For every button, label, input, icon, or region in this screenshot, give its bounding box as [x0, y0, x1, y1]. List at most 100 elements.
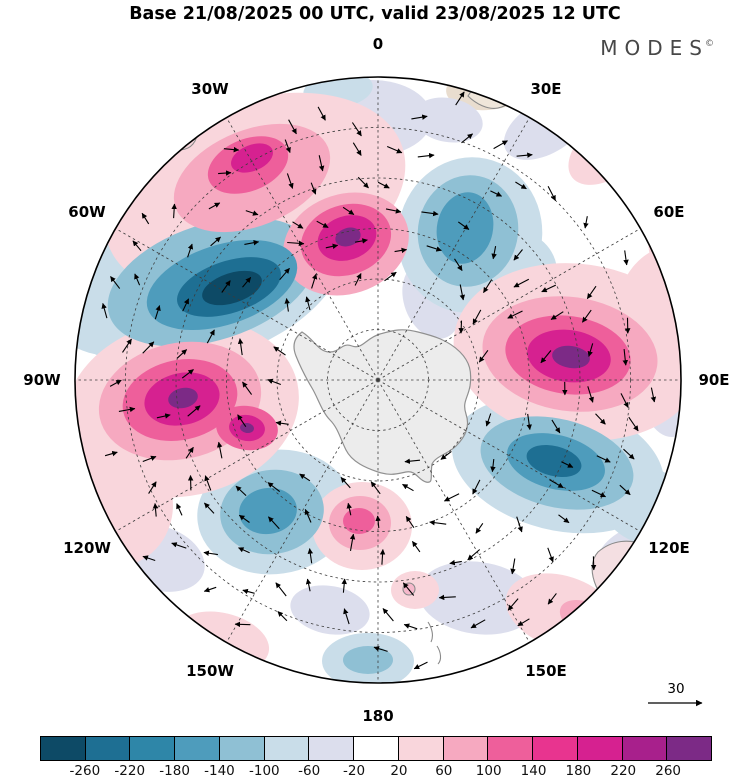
- colorbar-tick: 260: [655, 763, 682, 779]
- wind-arrow: [142, 341, 155, 354]
- wind-arrow: [101, 302, 108, 319]
- wind-arrow: [357, 176, 369, 189]
- wind-arrow: [449, 559, 462, 566]
- wind-arrow: [317, 106, 326, 121]
- wind-arrow: [171, 203, 177, 219]
- wind-arrow: [628, 416, 639, 432]
- wind-arrow: [141, 212, 150, 225]
- modes-logo: MODES©: [600, 36, 714, 60]
- colorbar-segment: [85, 737, 131, 760]
- wind-arrow: [148, 481, 157, 494]
- wind-arrow: [581, 309, 592, 323]
- wind-arrow: [491, 245, 497, 260]
- wind-arrow: [426, 245, 442, 252]
- wind-arrow: [370, 481, 381, 495]
- wind-arrow: [411, 541, 421, 553]
- wind-arrow: [152, 503, 159, 517]
- wind-arrow: [154, 305, 161, 320]
- polar-map: 30 0 30E 60E 90E 120E 150E 180 150W 120W 90W 60W 30…: [23, 35, 729, 725]
- wind-arrow: [596, 455, 611, 463]
- wind-arrow: [405, 516, 415, 529]
- wind-arrow: [238, 547, 250, 554]
- wind-arrow: [413, 661, 428, 670]
- wind-arrow: [342, 206, 355, 216]
- colorbar-tick: -60: [298, 763, 321, 779]
- wind-arrow: [470, 619, 486, 629]
- wind-arrow: [411, 114, 428, 120]
- colorbar-segment: [667, 737, 712, 760]
- wind-arrow: [118, 406, 136, 413]
- colorbar: [40, 736, 712, 761]
- wind-arrow: [204, 475, 212, 491]
- wind-arrow: [142, 555, 156, 562]
- wind-arrow: [587, 386, 594, 403]
- wind-arrow: [444, 493, 460, 502]
- wind-arrow: [237, 338, 244, 356]
- wind-arrow: [461, 133, 473, 144]
- wind-arrow: [510, 558, 516, 575]
- wind-arrow: [472, 479, 481, 495]
- wind-arrow: [587, 343, 594, 357]
- colorbar-segment: [443, 737, 489, 760]
- wind-arrow: [558, 514, 570, 524]
- wind-arrow: [583, 216, 589, 229]
- wind-arrow: [475, 522, 484, 534]
- wind-arrow: [417, 152, 435, 159]
- wind-arrow: [547, 547, 554, 563]
- colorbar-tick: -260: [69, 763, 101, 779]
- wind-arrow: [478, 349, 489, 363]
- wind-arrow: [325, 243, 339, 250]
- wind-arrow: [351, 122, 362, 137]
- wind-arrow: [513, 249, 523, 261]
- wind-arrow: [421, 210, 439, 217]
- colorbar-segment: [130, 737, 176, 760]
- wind-arrow: [237, 414, 247, 428]
- wind-arrow: [490, 459, 496, 473]
- wind-arrow: [595, 413, 606, 425]
- colorbar-segment: [354, 737, 399, 760]
- colorbar-tick: -180: [159, 763, 190, 779]
- map-border-circle: [74, 76, 682, 684]
- wind-arrow: [187, 243, 194, 258]
- wind-arrow: [551, 419, 561, 434]
- wind-arrow: [459, 284, 466, 301]
- wind-arrow: [516, 516, 523, 533]
- colorbar-tick-labels: -260 -220 -180 -140 -100 -60 -20 20 60 100 140 180 2…: [40, 763, 713, 781]
- wind-arrow: [515, 181, 527, 190]
- wind-arrow: [208, 202, 221, 210]
- wind-arrow: [210, 236, 221, 247]
- wind-arrow: [318, 155, 325, 172]
- wind-arrow: [176, 503, 183, 516]
- wind-arrow: [516, 152, 533, 158]
- wind-arrow: [586, 285, 597, 300]
- reference-arrow: 30: [648, 681, 703, 707]
- wind-arrow: [234, 621, 251, 628]
- colorbar-tick: 60: [435, 763, 453, 779]
- anomaly-field: [75, 77, 681, 683]
- colorbar-tick: -140: [204, 763, 235, 779]
- wind-arrow: [402, 582, 415, 596]
- wind-arrow: [284, 298, 290, 312]
- wind-arrow: [203, 502, 215, 514]
- wind-arrow: [307, 548, 314, 564]
- wind-arrow: [457, 221, 470, 230]
- wind-arrow: [404, 458, 421, 464]
- colorbar-tick: 220: [610, 763, 637, 779]
- wind-arrow: [156, 413, 171, 419]
- wind-arrow: [349, 533, 356, 551]
- colorbar-segment: [488, 737, 534, 760]
- wind-arrow: [104, 450, 118, 457]
- colorbar-tick: -100: [249, 763, 280, 779]
- colorbar-segment: [398, 737, 444, 760]
- wind-arrow: [454, 258, 463, 271]
- map-plot-svg: 30: [74, 76, 703, 707]
- wind-arrow: [507, 598, 519, 611]
- wind-arrow: [622, 349, 629, 366]
- wind-arrow: [216, 441, 223, 459]
- wind-arrow: [490, 190, 502, 197]
- graticule: [75, 77, 681, 683]
- wind-arrow: [305, 296, 311, 311]
- wind-arrow: [299, 473, 311, 482]
- wind-arrow: [244, 240, 260, 246]
- wind-arrow: [547, 593, 557, 605]
